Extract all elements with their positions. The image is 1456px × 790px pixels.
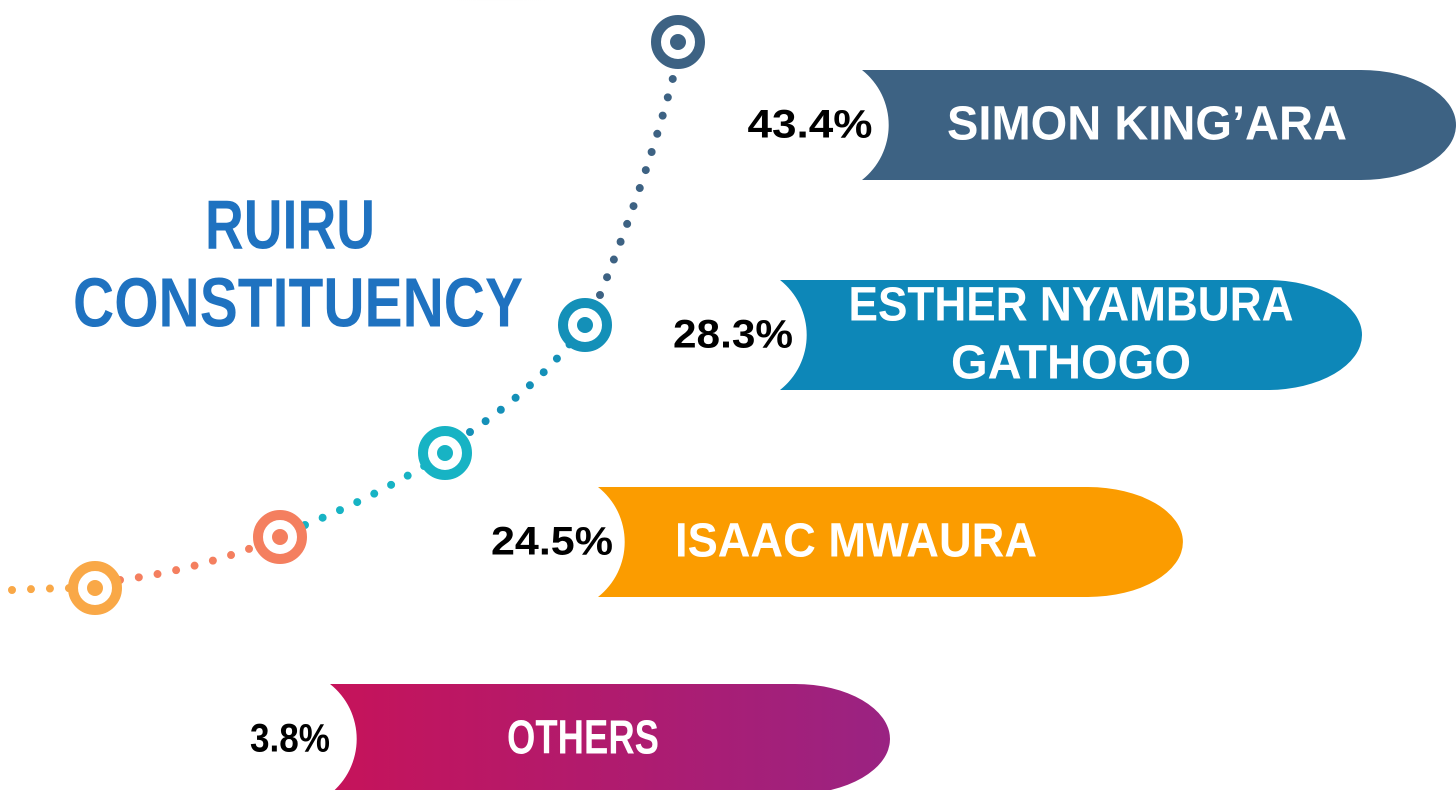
- ring-markers: [68, 15, 705, 615]
- candidate-name: ESTHER NYAMBURA: [849, 279, 1294, 332]
- candidate: 24.5% ISAAC MWAURA: [491, 487, 1183, 597]
- candidate: 43.4% SIMON KING’ARA: [748, 70, 1456, 180]
- title-line: CONSTITUENCY: [73, 263, 523, 341]
- candidate-name: OTHERS: [507, 712, 659, 765]
- candidate-name: GATHOGO: [951, 337, 1191, 390]
- percent-label: 3.8%: [250, 717, 330, 761]
- ring-dot: [87, 580, 103, 596]
- candidate-list: 43.4% SIMON KING’ARA 28.3% ESTHER NYAMBURAG…: [250, 70, 1456, 790]
- shadow: [360, 0, 640, 14]
- ring-dot: [577, 317, 593, 333]
- percent-label: 24.5%: [491, 520, 613, 564]
- name-pill: [862, 70, 1456, 180]
- ring-dot: [670, 34, 686, 50]
- candidate-name: SIMON KING’ARA: [947, 98, 1347, 151]
- percent-label: 28.3%: [673, 313, 793, 357]
- name-pill: [780, 280, 1362, 390]
- name-pill: [598, 487, 1183, 597]
- candidate-name: ISAAC MWAURA: [675, 515, 1037, 568]
- ring-dot: [272, 529, 288, 545]
- name-pill: [330, 684, 890, 790]
- percent-label: 43.4%: [748, 103, 873, 147]
- ring-dot: [437, 445, 453, 461]
- title-line: RUIRU: [205, 185, 375, 263]
- candidate: 3.8% OTHERS: [250, 684, 890, 790]
